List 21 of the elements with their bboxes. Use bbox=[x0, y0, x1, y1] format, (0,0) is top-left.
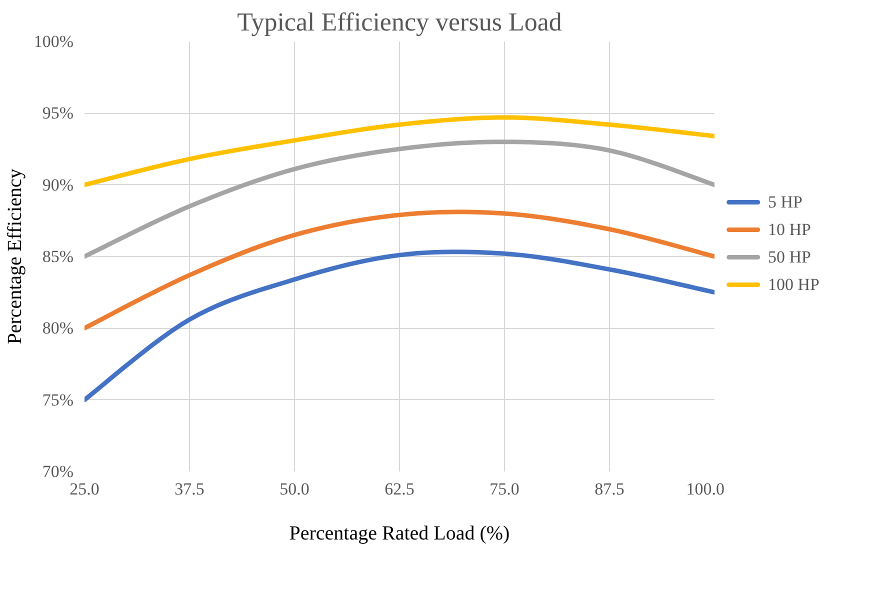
x-tick-label: 25.0 bbox=[70, 480, 100, 498]
x-tick-label: 75.0 bbox=[490, 480, 520, 498]
x-axis-title: Percentage Rated Load (%) bbox=[289, 522, 510, 544]
x-tick-label: 87.5 bbox=[594, 480, 624, 498]
legend-label: 50 HP bbox=[768, 248, 811, 267]
y-tick-label: 80% bbox=[42, 318, 74, 338]
x-tick-label: 37.5 bbox=[174, 480, 204, 498]
y-tick-label: 70% bbox=[42, 462, 74, 481]
y-tick-label: 75% bbox=[42, 390, 74, 410]
y-axis-title: Percentage Efficiency bbox=[4, 168, 26, 344]
legend-label: 100 HP bbox=[768, 275, 820, 294]
y-tick-label: 95% bbox=[42, 104, 74, 123]
y-tick-label: 85% bbox=[42, 247, 74, 266]
y-tick-label: 90% bbox=[42, 175, 74, 194]
legend-label: 10 HP bbox=[768, 220, 811, 240]
x-tick-label: 62.5 bbox=[384, 480, 414, 498]
x-tick-label: 100.0 bbox=[686, 480, 724, 498]
chart-title: Typical Efficiency versus Load bbox=[237, 8, 562, 36]
y-tick-label: 100% bbox=[34, 32, 74, 51]
legend-label: 5 HP bbox=[768, 192, 802, 212]
x-tick-label: 50.0 bbox=[280, 480, 310, 498]
